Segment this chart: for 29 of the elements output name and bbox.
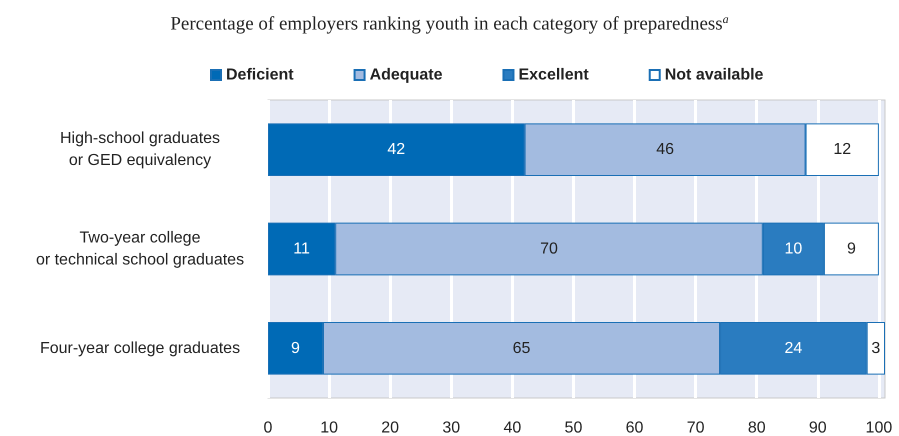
x-tick-label: 40 xyxy=(503,420,522,436)
data-label: 42 xyxy=(387,141,406,158)
x-tick-label: 60 xyxy=(626,420,644,436)
data-label: 12 xyxy=(833,141,852,158)
x-tick-label: 30 xyxy=(442,420,460,436)
legend-label: Not available xyxy=(664,66,764,84)
data-label: 46 xyxy=(656,141,674,158)
y-tick-label: Two-year college or technical school graduates xyxy=(36,230,244,268)
data-label: 11 xyxy=(293,240,310,258)
data-label: 3 xyxy=(871,340,880,357)
data-label: 65 xyxy=(512,340,531,357)
x-tick-label: 80 xyxy=(748,420,766,436)
x-tick-label: 90 xyxy=(808,420,827,436)
x-tick-label: 70 xyxy=(686,420,705,436)
y-tick-label: High-school graduates or GED equivalency xyxy=(60,130,220,170)
legend-label: Excellent xyxy=(518,66,590,84)
x-tick-label: 0 xyxy=(264,420,273,436)
data-label: 24 xyxy=(784,340,802,357)
data-label: 9 xyxy=(291,340,300,357)
x-tick-label: 10 xyxy=(320,420,338,436)
x-tick-label: 100 xyxy=(866,420,892,436)
data-label: 70 xyxy=(540,240,558,258)
x-tick-label: 20 xyxy=(381,420,400,436)
y-tick-label: Four-year college graduates xyxy=(40,340,240,357)
legend-label: Adequate xyxy=(370,66,443,84)
x-tick-label: 50 xyxy=(564,420,582,436)
data-label: 10 xyxy=(784,240,802,258)
legend-label: Deficient xyxy=(226,66,294,84)
data-label: 9 xyxy=(846,240,856,258)
